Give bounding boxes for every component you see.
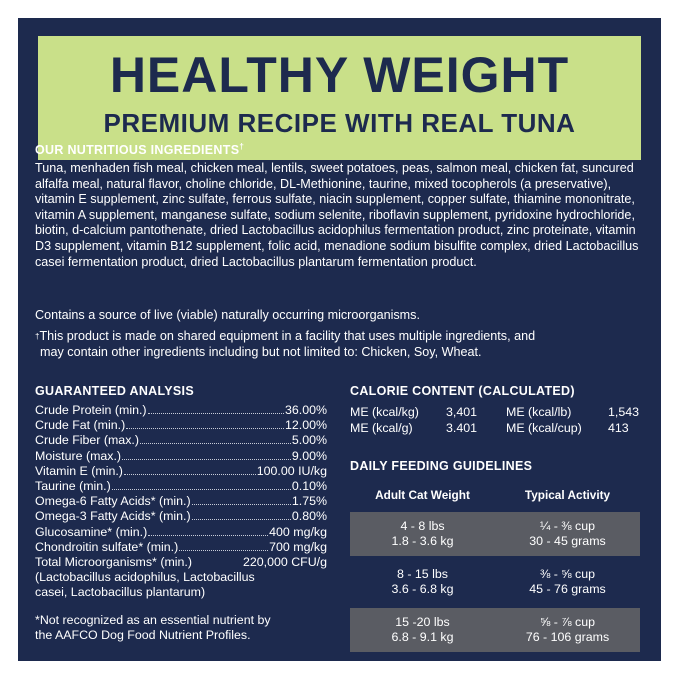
feeding-heading: DAILY FEEDING GUIDELINES <box>350 459 533 473</box>
feeding-table: Adult Cat Weight Typical Activity 4 - 8 … <box>350 482 640 652</box>
product-title: HEALTHY WEIGHT <box>109 47 570 103</box>
column-header-weight: Adult Cat Weight <box>375 488 470 502</box>
analysis-row: Glucosamine* (min.) 400 mg/kg <box>35 524 327 539</box>
microorganisms-list: (Lactobacillus acidophilus, Lactobacillu… <box>35 570 255 600</box>
analysis-row: Omega-6 Fatty Acids* (min.) 1.75% <box>35 494 327 509</box>
column-header-activity: Typical Activity <box>524 488 611 502</box>
weight-cell: 8 - 15 lbs 3.6 - 6.8 kg <box>391 567 454 596</box>
facility-note: †This product is made on shared equipmen… <box>35 329 536 359</box>
analysis-row: Vitamin E (min.) 100.00 IU/kg <box>35 463 327 478</box>
analysis-heading: GUARANTEED ANALYSIS <box>35 384 194 398</box>
analysis-footnote: *Not recognized as an essential nutrient… <box>35 613 271 643</box>
analysis-row: Crude Protein (min.) 36.00% <box>35 403 327 417</box>
ingredients-list: Tuna, menhaden fish meal, chicken meal, … <box>35 161 639 269</box>
calorie-label: ME (kcal/kg) <box>350 405 419 419</box>
ingredients-heading-text: OUR NUTRITIOUS INGREDIENTS† <box>35 142 245 158</box>
calorie-value: 3,401 <box>446 405 478 419</box>
weight-cell: 15 -20 lbs 6.8 - 9.1 kg <box>391 615 454 644</box>
live-microorganisms-note: Contains a source of live (viable) natur… <box>35 308 420 322</box>
calorie-label: ME (kcal/g) <box>350 421 413 435</box>
analysis-row: Omega-3 Fatty Acids* (min.) 0.80% <box>35 509 327 524</box>
calorie-value: 413 <box>608 421 629 435</box>
analysis-list: Crude Protein (min.) 36.00% Crude Fat (mi… <box>35 403 327 601</box>
feeding-row: 15 -20 lbs 6.8 - 9.1 kg ⅝ - ⅞ cup 76 - 106… <box>350 608 640 652</box>
dagger-mark: † <box>239 142 245 151</box>
weight-cell: 4 - 8 lbs 1.8 - 3.6 kg <box>391 519 454 548</box>
product-subtitle: PREMIUM RECIPE WITH REAL TUNA <box>103 108 576 138</box>
feeding-row: 8 - 15 lbs 3.6 - 6.8 kg ⅜ - ⅝ cup 45 - 76 … <box>350 560 640 604</box>
calorie-value: 3.401 <box>446 421 478 435</box>
analysis-row: Crude Fat (min.) 12.00% <box>35 418 327 433</box>
activity-cell: ⅝ - ⅞ cup 76 - 106 grams <box>525 615 610 644</box>
nutrition-panel: HEALTHY WEIGHT PREMIUM RECIPE WITH REAL … <box>18 18 661 661</box>
analysis-row: Chondroitin sulfate* (min.) 700 mg/kg <box>35 539 327 554</box>
feeding-table-header: Adult Cat Weight Typical Activity <box>350 482 640 508</box>
dagger-mark: † <box>35 332 40 341</box>
calorie-value: 1,543 <box>608 405 640 419</box>
calorie-label: ME (kcal/lb) <box>506 405 572 419</box>
title-banner: HEALTHY WEIGHT PREMIUM RECIPE WITH REAL … <box>38 36 641 160</box>
activity-cell: ⅜ - ⅝ cup 45 - 76 grams <box>529 567 606 596</box>
analysis-row: Total Microorganisms* (min.) 220,000 CFU/… <box>35 555 327 570</box>
calorie-label: ME (kcal/cup) <box>506 421 582 435</box>
analysis-row: Crude Fiber (max.) 5.00% <box>35 433 327 448</box>
calorie-heading: CALORIE CONTENT (CALCULATED) <box>350 384 575 398</box>
feeding-row: 4 - 8 lbs 1.8 - 3.6 kg ¼ - ⅜ cup 30 - 45 g… <box>350 512 640 556</box>
analysis-row: Taurine (min.) 0.10% <box>35 479 327 494</box>
activity-cell: ¼ - ⅜ cup 30 - 45 grams <box>529 519 606 548</box>
analysis-row: Moisture (max.) 9.00% <box>35 448 327 463</box>
